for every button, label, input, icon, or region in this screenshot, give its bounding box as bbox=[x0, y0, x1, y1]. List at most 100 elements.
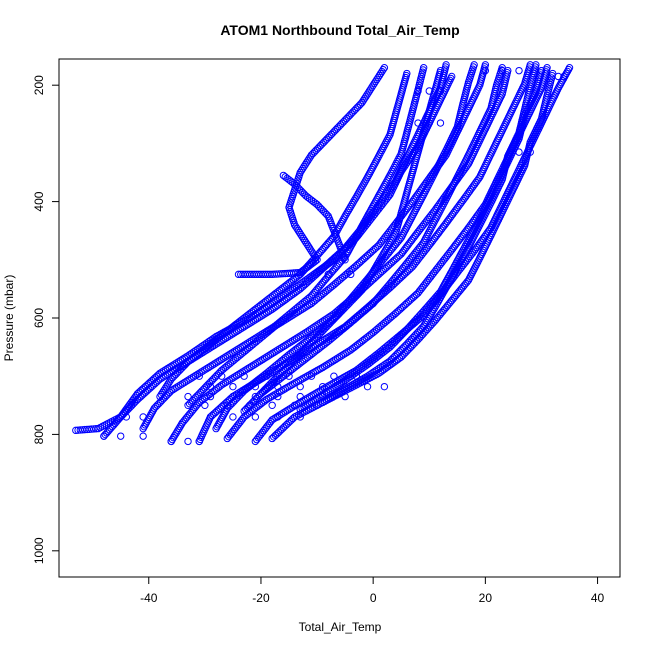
data-point bbox=[292, 282, 301, 291]
data-point bbox=[285, 405, 293, 414]
data-point bbox=[171, 384, 179, 393]
data-point bbox=[165, 379, 173, 387]
data-point bbox=[515, 66, 523, 75]
data-point bbox=[232, 371, 241, 380]
data-point bbox=[225, 376, 233, 384]
data-point bbox=[158, 388, 167, 397]
data-point bbox=[436, 87, 445, 95]
data-point bbox=[277, 343, 286, 352]
data-point bbox=[275, 345, 284, 353]
data-point bbox=[387, 237, 395, 245]
data-point bbox=[322, 361, 331, 369]
data-point bbox=[173, 428, 181, 436]
data-point bbox=[238, 368, 246, 376]
data-point bbox=[304, 327, 312, 336]
data-point bbox=[268, 401, 276, 410]
data-point bbox=[352, 368, 361, 377]
data-point bbox=[206, 413, 215, 421]
data-point bbox=[498, 66, 506, 75]
data-point bbox=[371, 367, 379, 375]
data-point bbox=[274, 413, 282, 421]
data-point bbox=[302, 159, 311, 167]
data-point bbox=[285, 313, 293, 322]
data-point bbox=[204, 363, 213, 372]
data-point bbox=[199, 367, 207, 375]
data-point bbox=[344, 206, 353, 215]
data-point bbox=[343, 208, 352, 217]
data-point bbox=[174, 426, 182, 434]
data-point bbox=[347, 372, 355, 381]
data-point bbox=[470, 61, 478, 69]
data-point bbox=[328, 393, 336, 401]
y-tick-label: 200 bbox=[32, 75, 46, 95]
data-point bbox=[369, 267, 377, 276]
data-point bbox=[481, 66, 490, 75]
data-point bbox=[275, 411, 284, 419]
data-point bbox=[303, 240, 311, 248]
data-point bbox=[373, 366, 381, 374]
x-tick-label: -20 bbox=[252, 591, 270, 605]
data-point bbox=[158, 368, 166, 376]
data-point bbox=[318, 363, 327, 372]
data-point bbox=[425, 87, 433, 95]
data-point bbox=[332, 390, 340, 399]
data-point bbox=[191, 371, 200, 380]
x-tick-label: 0 bbox=[370, 591, 377, 605]
data-point bbox=[328, 331, 336, 339]
data-point bbox=[176, 422, 184, 431]
data-point bbox=[330, 330, 338, 338]
data-point bbox=[315, 365, 323, 374]
data-point bbox=[210, 360, 218, 368]
data-point bbox=[289, 336, 297, 345]
data-point bbox=[313, 366, 321, 375]
data-point bbox=[352, 372, 361, 380]
data-point bbox=[161, 366, 170, 374]
data-point bbox=[498, 64, 506, 72]
data-point bbox=[382, 244, 391, 253]
data-point bbox=[543, 64, 551, 72]
data-point bbox=[375, 364, 383, 373]
data-point bbox=[217, 381, 226, 389]
data-point bbox=[361, 373, 370, 381]
data-point bbox=[350, 197, 358, 205]
y-axis: 200 400 600 800 1000 bbox=[32, 75, 60, 564]
data-point bbox=[208, 361, 217, 369]
data-point bbox=[251, 382, 260, 391]
data-point bbox=[231, 347, 239, 355]
x-tick-label: -40 bbox=[140, 591, 158, 605]
data-point bbox=[298, 404, 306, 412]
data-point bbox=[188, 374, 196, 382]
data-point bbox=[264, 370, 273, 379]
data-point bbox=[324, 360, 332, 368]
data-point bbox=[283, 406, 291, 415]
data-point bbox=[249, 361, 258, 369]
data-point bbox=[389, 233, 398, 241]
data-point bbox=[366, 85, 375, 93]
data-point bbox=[313, 256, 321, 264]
data-point bbox=[216, 356, 224, 365]
data-point bbox=[296, 382, 304, 391]
data-point bbox=[300, 330, 308, 338]
data-point bbox=[270, 414, 278, 423]
data-point bbox=[330, 356, 338, 365]
data-point bbox=[363, 382, 372, 391]
data-point bbox=[176, 381, 185, 389]
data-point bbox=[360, 95, 369, 103]
data-point bbox=[299, 234, 308, 243]
data-point bbox=[295, 228, 304, 237]
data-point bbox=[201, 340, 209, 349]
data-point bbox=[363, 372, 372, 380]
data-point bbox=[307, 372, 316, 380]
data-point bbox=[266, 350, 275, 359]
data-point bbox=[229, 392, 237, 401]
data-point bbox=[275, 388, 284, 396]
data-point bbox=[386, 238, 394, 247]
data-point bbox=[180, 378, 188, 387]
data-point bbox=[178, 380, 187, 388]
data-point bbox=[221, 353, 230, 361]
data-point bbox=[366, 273, 374, 281]
data-point bbox=[390, 231, 399, 239]
data-point bbox=[330, 383, 338, 392]
data-point bbox=[290, 284, 299, 292]
data-point bbox=[359, 97, 367, 105]
